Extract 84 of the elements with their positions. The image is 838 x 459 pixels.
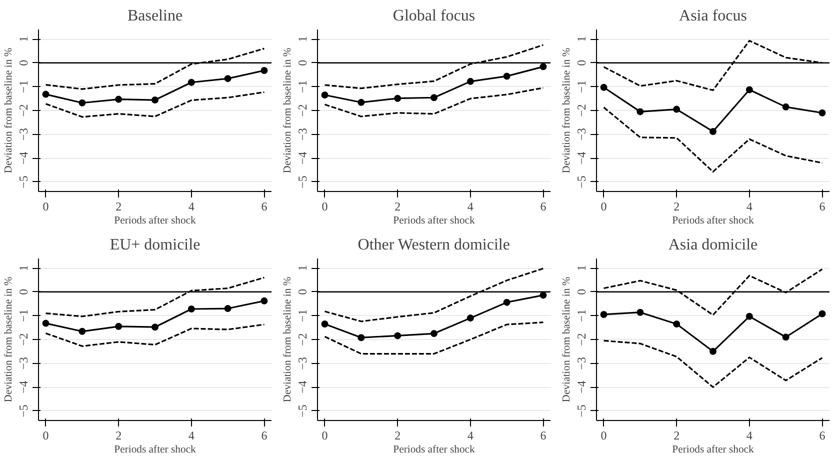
y-tick-label: −4 (574, 380, 588, 394)
x-tick-label: 0 (322, 200, 328, 214)
x-axis-title: Periods after shock (393, 444, 476, 456)
y-tick-label: −2 (574, 333, 588, 346)
y-tick-label: 0 (16, 60, 30, 66)
y-tick-label: −3 (296, 128, 310, 141)
y-axis-title: Deviation from baseline in % (562, 48, 572, 174)
chart-title: Other Western domicile (358, 236, 510, 254)
y-axis-title: Deviation from baseline in % (282, 48, 294, 174)
y-axis-title: Deviation from baseline in % (282, 276, 294, 402)
y-tick-label: 0 (16, 288, 30, 295)
x-tick-label: 2 (394, 200, 401, 214)
x-tick-label: 2 (394, 428, 401, 442)
y-tick-label: −2 (296, 104, 310, 117)
y-axis-title: Deviation from baseline in % (4, 48, 14, 174)
x-tick-label: 6 (540, 428, 546, 442)
x-tick-label: 4 (746, 428, 752, 442)
y-tick-label: 1 (574, 265, 588, 272)
y-tick-label: −5 (16, 176, 30, 188)
y-tick-label: 1 (296, 36, 310, 42)
y-tick-label: −3 (16, 128, 30, 141)
y-tick-label: −5 (574, 176, 588, 188)
y-tick-label: −2 (296, 333, 310, 346)
x-tick-label: 6 (261, 428, 268, 442)
y-tick-label: 1 (574, 36, 588, 42)
x-tick-label: 2 (674, 428, 680, 442)
y-tick-label: 1 (16, 36, 30, 42)
x-tick-label: 2 (116, 200, 122, 214)
y-tick-label: 1 (296, 265, 310, 272)
chart-title: Asia domicile (668, 236, 758, 254)
y-tick-label: −4 (16, 380, 30, 394)
x-tick-label: 6 (540, 200, 546, 214)
x-tick-label: 0 (42, 200, 49, 214)
y-tick-label: −4 (296, 152, 310, 165)
y-tick-label: 1 (16, 265, 30, 272)
x-tick-label: 0 (600, 428, 607, 442)
y-tick-label: −1 (574, 80, 588, 94)
y-tick-label: −2 (16, 104, 30, 117)
y-axis-title: Deviation from baseline in % (562, 276, 572, 402)
y-tick-label: −4 (574, 152, 588, 165)
y-tick-label: −3 (574, 128, 588, 141)
y-tick-label: −5 (574, 404, 588, 418)
y-tick-label: −2 (16, 333, 30, 346)
x-axis-title: Periods after shock (114, 444, 197, 456)
y-tick-label: −1 (16, 80, 30, 94)
y-tick-label: −1 (16, 309, 30, 322)
x-tick-label: 6 (819, 200, 826, 214)
x-tick-label: 0 (42, 428, 49, 442)
x-tick-label: 0 (322, 428, 328, 442)
y-tick-label: −2 (574, 104, 588, 117)
y-axis-title: Deviation from baseline in % (4, 276, 14, 402)
x-tick-label: 2 (116, 428, 122, 442)
x-tick-label: 6 (261, 200, 268, 214)
y-tick-label: −5 (296, 404, 310, 418)
x-tick-label: 4 (746, 200, 752, 214)
y-tick-label: 0 (296, 60, 310, 66)
x-axis-title: Periods after shock (114, 216, 197, 226)
x-axis-title: Periods after shock (672, 444, 755, 456)
y-tick-label: −3 (296, 356, 310, 370)
y-tick-label: 0 (296, 288, 310, 295)
x-tick-label: 6 (819, 428, 826, 442)
y-tick-label: −4 (296, 380, 310, 394)
x-axis-title: Periods after shock (672, 216, 755, 226)
chart-title: Asia focus (679, 8, 747, 24)
y-tick-label: −4 (16, 152, 30, 165)
y-tick-label: 0 (574, 288, 588, 295)
x-tick-label: 4 (188, 200, 194, 214)
y-tick-label: −1 (296, 309, 310, 322)
y-tick-label: −1 (296, 80, 310, 94)
y-tick-label: −1 (574, 309, 588, 322)
y-tick-label: −5 (16, 404, 30, 418)
y-tick-label: −3 (574, 356, 588, 370)
chart-title: Baseline (127, 8, 183, 24)
y-tick-label: −5 (296, 176, 310, 188)
x-axis-title: Periods after shock (393, 216, 476, 226)
x-tick-label: 2 (674, 200, 680, 214)
x-tick-label: 0 (600, 200, 607, 214)
y-tick-label: 0 (574, 60, 588, 66)
x-tick-label: 4 (467, 428, 474, 442)
x-tick-label: 4 (188, 428, 194, 442)
y-tick-label: −3 (16, 356, 30, 370)
chart-title: Global focus (392, 8, 476, 24)
chart-title: EU+ domicile (110, 236, 200, 254)
x-tick-label: 4 (467, 200, 474, 214)
